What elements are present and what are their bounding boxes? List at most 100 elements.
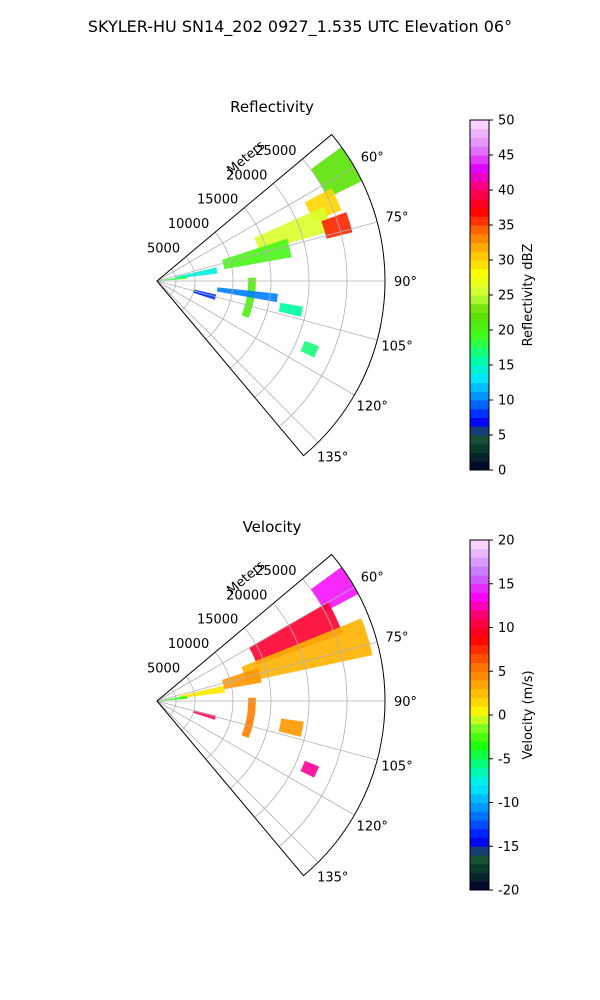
- colorbar-segment: [470, 881, 489, 891]
- range-tick-label: 10000: [168, 637, 209, 652]
- echo-cell: [249, 602, 343, 665]
- azimuth-tick-label: 90°: [394, 695, 417, 710]
- range-tick-label: 20000: [226, 588, 267, 603]
- azimuth-tick-label: 90°: [394, 275, 417, 290]
- echo-cell: [310, 146, 362, 198]
- colorbar-segment: [470, 706, 489, 716]
- colorbar-segment: [470, 251, 489, 261]
- colorbar-segment: [470, 802, 489, 812]
- azimuth-spoke: [156, 586, 355, 702]
- sector-frame: [156, 133, 386, 457]
- echo-cell: [241, 697, 256, 739]
- colorbar-segment: [470, 181, 489, 191]
- azimuth-tick-label: 60°: [361, 571, 384, 586]
- colorbar-tick-label: 50: [498, 114, 515, 129]
- azimuth-spoke: [156, 280, 378, 341]
- colorbar-segment: [470, 723, 489, 733]
- colorbar-segment: [470, 321, 489, 331]
- colorbar-segment: [470, 120, 489, 130]
- colorbar-segment: [470, 662, 489, 672]
- colorbar-tick-label: 25: [498, 289, 515, 304]
- colorbar-tick-label: 15: [498, 577, 515, 592]
- colorbar-segment: [470, 216, 489, 226]
- colorbar-segment: [470, 811, 489, 821]
- colorbar-segment: [470, 207, 489, 217]
- azimuth-spoke: [156, 221, 378, 282]
- colorbar-tick-label: -15: [498, 840, 519, 855]
- colorbar-segment: [470, 872, 489, 882]
- azimuth-spoke: [156, 700, 355, 816]
- colorbar-segment: [470, 828, 489, 838]
- colorbar-tick-label: -5: [498, 752, 511, 767]
- range-ring: [230, 627, 272, 789]
- colorbar-segment: [470, 365, 489, 375]
- range-ring: [205, 651, 234, 760]
- colorbar-segment: [470, 741, 489, 751]
- velocity-panel: Velocity 5000 10000 15000 20000 25000 60° 75° 9…: [147, 518, 536, 899]
- echo-cell: [300, 340, 320, 358]
- azimuth-spoke: [156, 700, 378, 761]
- echo-cell: [254, 206, 333, 252]
- colorbar: -20 -15 -10 -5 0 5 10 15 20 Velocity (m/s): [469, 534, 536, 899]
- colorbar-segment: [470, 163, 489, 173]
- echo-cell: [241, 277, 256, 319]
- echo-cell: [179, 685, 225, 699]
- echo-cell: [161, 695, 188, 701]
- echo-cell: [193, 289, 217, 300]
- azimuth-spoke: [156, 280, 319, 443]
- colorbar-segment: [470, 636, 489, 646]
- echo-cell: [278, 718, 304, 737]
- colorbar-segment: [470, 338, 489, 348]
- colorbar-tick-label: 35: [498, 219, 515, 234]
- colorbar-segment: [470, 820, 489, 830]
- colorbar-tick-label: 15: [498, 359, 515, 374]
- colorbar-label: Reflectivity dBZ: [521, 244, 536, 347]
- colorbar-tick-label: 5: [498, 665, 506, 680]
- colorbar-segment: [470, 330, 489, 340]
- colorbar-segment: [470, 583, 489, 593]
- range-tick-label: 5000: [147, 242, 180, 257]
- colorbar-label: Velocity (m/s): [521, 670, 536, 759]
- echo-cell: [278, 302, 303, 317]
- azimuth-tick-label: 105°: [381, 759, 412, 774]
- echo-cell: [300, 760, 320, 778]
- colorbar-segment: [470, 557, 489, 567]
- colorbar-segment: [470, 286, 489, 296]
- colorbar-segment: [470, 785, 489, 795]
- range-tick-label: 15000: [197, 193, 238, 208]
- colorbar-segment: [470, 750, 489, 760]
- colorbar-segment: [470, 382, 489, 392]
- colorbar-segment: [470, 417, 489, 427]
- colorbar-segment: [470, 128, 489, 138]
- range-tick-label: 15000: [197, 613, 238, 628]
- colorbar-segment: [470, 610, 489, 620]
- colorbar-segment: [470, 575, 489, 585]
- colorbar-segment: [470, 715, 489, 725]
- colorbar: 0 5 10 15 20 25 30 35 40 45 50 Reflectivity dBZ: [469, 114, 536, 479]
- colorbar-segment: [470, 601, 489, 611]
- colorbar-segment: [470, 697, 489, 707]
- range-ring: [168, 688, 177, 716]
- colorbar-segment: [470, 680, 489, 690]
- echo-cell: [241, 618, 373, 683]
- range-tick-label: 10000: [168, 217, 209, 232]
- colorbar-segment: [470, 242, 489, 252]
- colorbar-segment: [470, 758, 489, 768]
- colorbar-segment: [470, 688, 489, 698]
- colorbar-segment: [470, 855, 489, 865]
- colorbar-segment: [470, 732, 489, 742]
- colorbar-segment: [470, 146, 489, 156]
- colorbar-segment: [470, 260, 489, 270]
- colorbar-segment: [470, 347, 489, 357]
- colorbar-segment: [470, 767, 489, 777]
- colorbar-segment: [470, 435, 489, 445]
- colorbar-segment: [470, 653, 489, 663]
- echo-cell: [175, 267, 218, 279]
- colorbar-segment: [470, 312, 489, 322]
- colorbar-tick-label: 20: [498, 324, 515, 339]
- echo-cell: [321, 212, 353, 239]
- colorbar-segment: [470, 373, 489, 383]
- colorbar-segment: [470, 627, 489, 637]
- colorbar-segment: [470, 137, 489, 147]
- colorbar-segment: [470, 645, 489, 655]
